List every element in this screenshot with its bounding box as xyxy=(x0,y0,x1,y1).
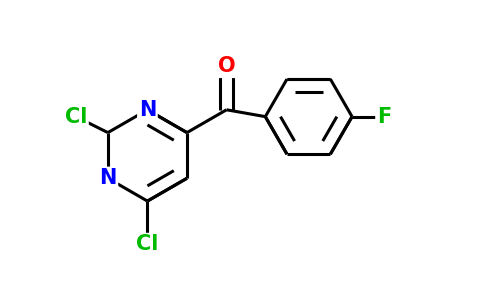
Text: N: N xyxy=(99,168,117,188)
Text: O: O xyxy=(218,56,235,76)
Text: N: N xyxy=(139,100,156,120)
Text: Cl: Cl xyxy=(136,235,159,254)
Text: F: F xyxy=(377,106,391,127)
Text: Cl: Cl xyxy=(65,106,87,127)
